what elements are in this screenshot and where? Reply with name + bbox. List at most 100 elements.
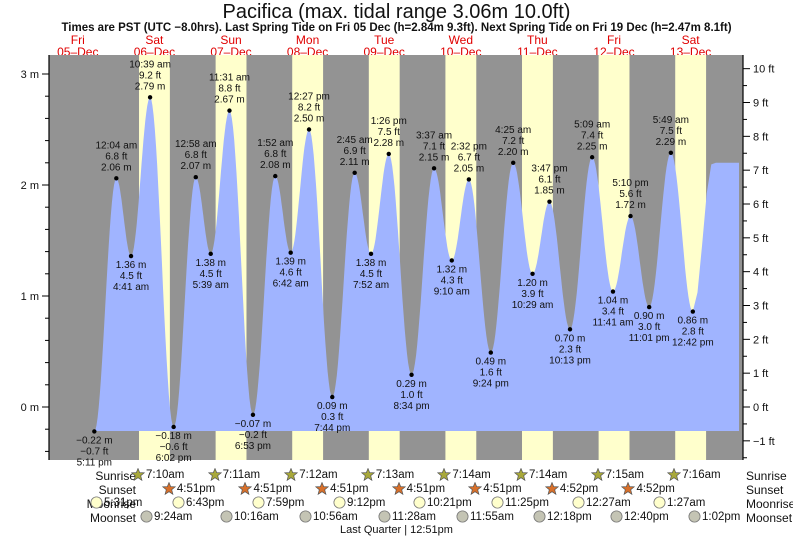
- moonset-icon: [533, 510, 547, 523]
- high-tide-label: 2:32 pm: [451, 141, 487, 152]
- low-tide-label: 10:29 am: [512, 300, 554, 311]
- high-tide-label: 9.2 ft: [139, 70, 161, 81]
- sunset-icon: [238, 482, 253, 495]
- tide-point: [193, 175, 198, 180]
- low-tide-label: −0.07 m: [235, 419, 271, 430]
- tide-point: [567, 327, 573, 332]
- moonrise-row-label-right: Moonrise: [746, 497, 793, 511]
- tide-point: [171, 424, 176, 430]
- chart-title: Pacifica (max. tidal range 3.06m 10.0ft): [222, 1, 571, 23]
- moonrise: 9:12pm: [333, 496, 385, 509]
- sunrise-time: 7:14am: [452, 469, 491, 481]
- sunset-row-label-left: Sunset: [98, 483, 136, 497]
- y-tick-ft: 7 ft: [753, 165, 768, 177]
- sunrise: 7:14am: [437, 468, 491, 481]
- high-tide-label: 6.9 ft: [344, 146, 366, 157]
- tide-point: [288, 250, 293, 255]
- y-tick-m: 3 m: [21, 69, 39, 81]
- tide-point: [547, 199, 552, 204]
- sunset: 4:51pm: [468, 482, 522, 495]
- sunset-time: 4:51pm: [330, 483, 369, 495]
- low-tide-label: 0.86 m: [678, 316, 709, 327]
- y-tick-ft: 6 ft: [753, 199, 768, 211]
- moonrise: 1:27am: [653, 496, 705, 509]
- low-tide-label: 7:52 am: [353, 280, 389, 291]
- sunrise-time: 7:10am: [146, 469, 185, 481]
- tide-point: [511, 160, 516, 165]
- sunrise-icon: [590, 468, 606, 481]
- sunset-icon: [161, 482, 177, 495]
- moonrise-time: 9:12pm: [347, 497, 386, 509]
- tide-point: [147, 95, 153, 100]
- low-tide-label: −0.22 m: [76, 435, 112, 446]
- sunset-time: 4:51pm: [176, 483, 216, 495]
- high-tide-label: 5:10 pm: [612, 178, 648, 189]
- chart-subtitle: Times are PST (UTC −8.0hrs). Last Spring…: [61, 22, 732, 34]
- moonset: 10:56am: [299, 510, 358, 523]
- high-tide-label: 1:26 pm: [371, 116, 407, 127]
- tide-point: [431, 166, 437, 171]
- sunset-row-label-right: Sunset: [746, 483, 784, 497]
- tide-point: [488, 350, 494, 355]
- moonset-icon: [378, 510, 392, 523]
- day-of-week: Thu: [527, 33, 548, 47]
- low-tide-label: 4.6 ft: [280, 268, 302, 279]
- sunrise-time: 7:14am: [529, 469, 568, 481]
- high-tide-label: 5.6 ft: [619, 189, 641, 200]
- tide-point: [128, 253, 134, 259]
- moonset-time: 1:02pm: [702, 511, 741, 523]
- low-tide-label: −0.6 ft: [160, 442, 188, 453]
- low-tide-label: 7:44 pm: [314, 423, 350, 434]
- high-tide-label: 5:09 am: [574, 119, 610, 130]
- high-tide-label: 6.7 ft: [458, 152, 480, 163]
- high-tide-label: 3:37 am: [416, 130, 452, 141]
- high-tide-label: 7.5 ft: [660, 126, 682, 137]
- high-tide-label: 7.4 ft: [581, 130, 603, 141]
- y-tick-ft: 9 ft: [753, 98, 768, 110]
- y-tick-ft: 8 ft: [753, 131, 768, 143]
- low-tide-label: 5:11 pm: [77, 457, 112, 468]
- tide-point: [668, 150, 674, 156]
- high-tide-label: 6.8 ft: [264, 149, 286, 160]
- right-axis-feet: −1 ft 0 ft 1 ft 2 ft 3 ft 4 ft 5 ft 6 ft 7 ft 8 f…: [742, 55, 775, 460]
- moonrise-icon: [491, 496, 505, 509]
- high-tide-label: 2.08 m: [260, 160, 291, 171]
- moonset: 11:55am: [456, 510, 514, 523]
- tide-point: [92, 429, 97, 434]
- day-of-week: Mon: [295, 33, 320, 47]
- sunset-time: 4:52pm: [559, 483, 599, 495]
- sunrise-icon: [360, 468, 376, 481]
- moonset: 11:28am: [378, 510, 436, 523]
- low-tide-label: 11:41 am: [593, 318, 634, 329]
- day-of-week: Tue: [374, 33, 395, 47]
- tide-point: [352, 170, 357, 175]
- low-tide-label: 4.3 ft: [441, 275, 463, 286]
- high-tide-label: 2.11 m: [340, 157, 370, 168]
- high-tide-label: 2.20 m: [498, 147, 529, 158]
- low-tide-label: 1.36 m: [116, 260, 147, 271]
- low-tide-label: 10:13 pm: [549, 355, 591, 366]
- tide-extreme-markers: [92, 95, 696, 434]
- high-tide-label: 6.8 ft: [185, 150, 207, 161]
- sunset-time: 4:51pm: [406, 483, 446, 495]
- low-tide-label: 4:41 am: [113, 282, 149, 293]
- sunrise-icon: [207, 468, 223, 481]
- low-tide-label: 4.5 ft: [120, 271, 142, 282]
- low-tide-label: 4.5 ft: [360, 269, 382, 280]
- high-tide-label: 5:49 am: [653, 115, 689, 126]
- high-tide-label: 12:58 am: [175, 139, 217, 150]
- tide-point: [466, 177, 472, 182]
- moonrise-time: 12:27am: [586, 497, 631, 509]
- sunrise-time: 7:15am: [605, 469, 644, 481]
- sunrise-time: 7:12am: [299, 469, 338, 481]
- high-tide-label: 1.85 m: [534, 186, 565, 197]
- high-tide-label: 1.72 m: [615, 200, 646, 211]
- day-of-week: Fri: [607, 33, 621, 47]
- tide-point: [250, 412, 256, 417]
- day-of-week: Sat: [145, 33, 164, 47]
- sunset: 4:52pm: [544, 482, 599, 495]
- tide-point: [273, 173, 278, 179]
- sunrise-time: 7:13am: [375, 469, 415, 481]
- high-tide-label: 2.06 m: [101, 162, 132, 173]
